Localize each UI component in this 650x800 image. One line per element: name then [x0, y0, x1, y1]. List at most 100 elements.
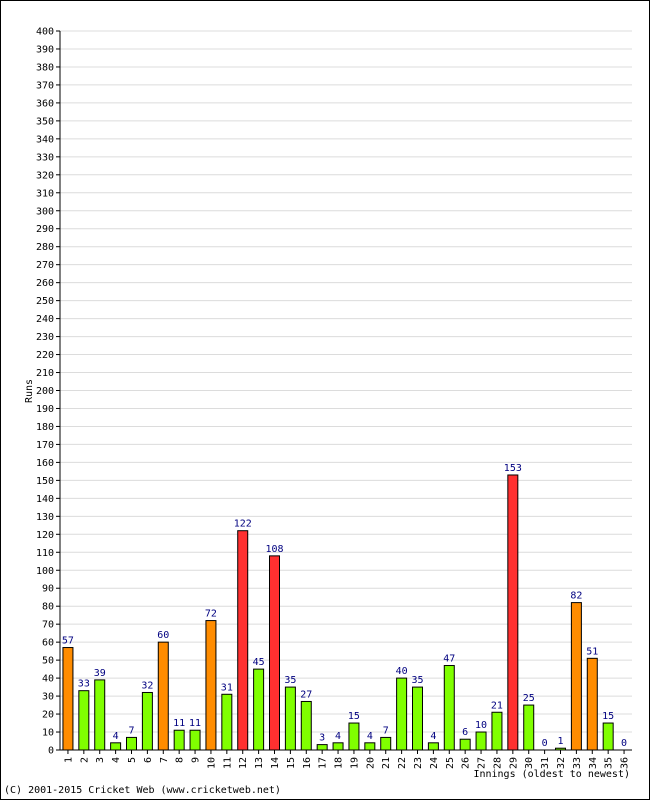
- grid-lines: [60, 30, 632, 733]
- bar-value-label: 15: [348, 711, 360, 722]
- bar-value-label: 51: [586, 646, 598, 657]
- x-tick-label: 18: [334, 757, 345, 769]
- bar: [300, 700, 312, 751]
- bar-value-label: 0: [621, 738, 627, 749]
- y-tick-label: 140: [36, 494, 54, 505]
- x-tick-label: 12: [238, 757, 249, 769]
- x-tick-label: 1: [63, 757, 74, 763]
- bar: [602, 722, 614, 751]
- x-tick-label: 3: [95, 757, 106, 763]
- bar: [491, 711, 503, 751]
- y-tick-label: 100: [36, 566, 54, 577]
- y-axis-ticks: 0 10 20 30 40 50 60 70 80 90 100 110 120 130 140 150 160…: [36, 27, 60, 757]
- x-tick-label: 34: [588, 757, 599, 769]
- bar-value-label: 6: [462, 727, 468, 738]
- y-tick-label: 380: [36, 62, 54, 73]
- x-tick-label: 33: [572, 757, 583, 769]
- bar: [427, 742, 439, 751]
- bar-value-label: 35: [284, 675, 296, 686]
- y-tick-label: 350: [36, 116, 54, 127]
- y-tick-label: 210: [36, 368, 54, 379]
- y-tick-label: 360: [36, 98, 54, 109]
- y-tick-label: 320: [36, 170, 54, 181]
- bar-value-label: 25: [523, 693, 535, 704]
- x-tick-label: 8: [175, 757, 186, 763]
- y-tick-label: 30: [42, 692, 54, 703]
- bar: [62, 647, 74, 751]
- bar: [205, 620, 217, 751]
- bar: [157, 641, 169, 751]
- y-tick-label: 130: [36, 512, 54, 523]
- bar-value-label: 108: [265, 544, 283, 555]
- bar: [173, 729, 185, 751]
- x-tick-label: 16: [302, 757, 313, 769]
- bar: [523, 704, 535, 751]
- bar-value-label: 7: [383, 725, 389, 736]
- x-tick-label: 22: [397, 757, 408, 769]
- y-tick-label: 150: [36, 476, 54, 487]
- x-tick-label: 6: [143, 757, 154, 763]
- bar-value-label: 72: [205, 609, 217, 620]
- bar: [141, 691, 153, 751]
- bar-value-label: 60: [157, 630, 169, 641]
- y-tick-label: 300: [36, 206, 54, 217]
- bar: [237, 530, 249, 751]
- y-tick-label: 180: [36, 422, 54, 433]
- bar: [412, 686, 423, 751]
- y-tick-label: 90: [42, 584, 54, 595]
- x-tick-label: 36: [620, 757, 631, 769]
- bar-value-label: 57: [62, 636, 74, 647]
- bar-value-label: 3: [319, 733, 325, 744]
- bar-value-label: 1: [557, 736, 563, 747]
- x-tick-label: 10: [206, 757, 217, 769]
- bar-value-label: 10: [475, 720, 487, 731]
- bar-value-label: 35: [411, 675, 423, 686]
- bar: [570, 602, 582, 751]
- y-tick-label: 280: [36, 242, 54, 253]
- x-tick-label: 7: [159, 757, 170, 763]
- y-tick-label: 270: [36, 260, 54, 271]
- y-tick-label: 20: [42, 710, 54, 721]
- y-tick-label: 400: [36, 27, 54, 38]
- x-tick-label: 19: [349, 757, 360, 769]
- x-tick-label: 26: [461, 757, 472, 769]
- bar: [221, 693, 233, 751]
- x-tick-label: 30: [524, 757, 535, 769]
- y-tick-label: 190: [36, 404, 54, 415]
- bar: [269, 555, 280, 751]
- y-tick-label: 120: [36, 530, 54, 541]
- bar-value-label: 4: [113, 731, 119, 742]
- x-tick-label: 29: [508, 757, 519, 769]
- y-tick-label: 370: [36, 80, 54, 91]
- x-tick-label: 32: [556, 757, 567, 769]
- bar-value-label: 4: [367, 731, 373, 742]
- x-tick-label: 25: [445, 757, 456, 769]
- bar: [443, 665, 455, 751]
- bar: [94, 679, 106, 751]
- y-axis-label: Runs: [24, 379, 35, 403]
- y-tick-label: 390: [36, 44, 54, 55]
- x-axis-label: Innings (oldest to newest): [473, 769, 630, 780]
- bar: [396, 677, 408, 751]
- y-tick-label: 170: [36, 440, 54, 451]
- bar: [253, 668, 265, 751]
- x-tick-label: 24: [429, 757, 440, 769]
- x-tick-label: 20: [365, 757, 376, 769]
- bar: [316, 744, 328, 751]
- bar-value-label: 32: [141, 680, 153, 691]
- bar: [586, 657, 598, 751]
- bar: [459, 738, 471, 751]
- y-tick-label: 70: [42, 620, 54, 631]
- x-tick-label: 11: [222, 757, 233, 769]
- y-tick-label: 260: [36, 278, 54, 289]
- bar: [78, 690, 90, 751]
- x-tick-label: 15: [286, 757, 297, 769]
- x-axis-ticks: 1 2 3 4 5 6 7 8 9 10 11 12 13 14 15 16 17 18 19 20 21 22 23 24 2…: [63, 750, 631, 769]
- y-tick-label: 50: [42, 656, 54, 667]
- y-tick-label: 240: [36, 314, 54, 325]
- y-tick-label: 310: [36, 188, 54, 199]
- x-tick-label: 2: [79, 757, 90, 763]
